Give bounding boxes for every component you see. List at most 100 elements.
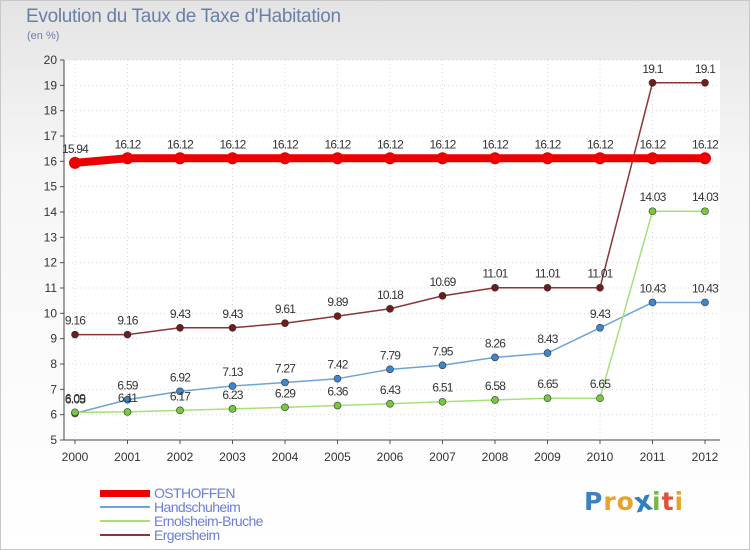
data-label: 16.12 bbox=[587, 137, 614, 151]
logo-letter: o bbox=[616, 487, 635, 516]
data-point bbox=[121, 152, 134, 165]
data-point bbox=[438, 397, 447, 406]
data-label: 6.29 bbox=[275, 386, 296, 400]
data-label: 10.43 bbox=[692, 281, 719, 295]
data-label: 8.43 bbox=[537, 332, 558, 346]
x-tick-label: 2001 bbox=[114, 450, 141, 464]
data-point bbox=[228, 405, 237, 413]
data-label: 9.43 bbox=[222, 307, 243, 321]
y-tick-label: 12 bbox=[44, 256, 58, 270]
data-label: 19.1 bbox=[695, 62, 716, 76]
legend-label: OSTHOFFEN bbox=[154, 485, 236, 501]
data-point bbox=[543, 283, 552, 292]
data-label: 15.94 bbox=[62, 142, 89, 156]
data-label: 9.43 bbox=[590, 307, 611, 321]
data-label: 16.12 bbox=[482, 137, 509, 151]
data-point bbox=[386, 399, 394, 408]
y-tick-label: 14 bbox=[44, 205, 58, 219]
data-label: 6.59 bbox=[117, 379, 138, 393]
x-tick-label: 2010 bbox=[587, 450, 614, 464]
y-tick-label: 16 bbox=[44, 154, 58, 168]
legend-item: Handschuheim bbox=[100, 500, 340, 514]
data-label: 14.03 bbox=[692, 190, 719, 204]
plot-area bbox=[64, 60, 720, 440]
data-point bbox=[176, 406, 184, 415]
logo-letter: i bbox=[652, 487, 662, 516]
data-label: 6.36 bbox=[327, 385, 348, 399]
legend-label: Ergersheim bbox=[154, 527, 220, 543]
data-point bbox=[491, 396, 499, 404]
chart-title: Evolution du Taux de Taxe d'Habitation bbox=[26, 6, 341, 27]
data-label: 10.18 bbox=[377, 288, 404, 302]
logo-letter: r bbox=[603, 487, 617, 516]
data-point bbox=[174, 152, 186, 165]
data-point bbox=[648, 207, 657, 216]
legend-swatch bbox=[100, 506, 150, 508]
data-label: 14.03 bbox=[639, 190, 666, 204]
x-tick-label: 2006 bbox=[377, 450, 404, 464]
x-tick-label: 2008 bbox=[482, 450, 509, 464]
data-label: 16.12 bbox=[219, 137, 246, 151]
x-tick-label: 2012 bbox=[692, 450, 719, 464]
data-label: 7.13 bbox=[222, 365, 243, 379]
legend-label: Ernolsheim-Bruche bbox=[154, 513, 263, 529]
data-label: 6.51 bbox=[432, 381, 453, 395]
data-point bbox=[281, 403, 289, 412]
legend-item: OSTHOFFEN bbox=[100, 486, 340, 500]
legend-swatch bbox=[100, 489, 150, 497]
data-label: 16.12 bbox=[114, 137, 141, 151]
data-point bbox=[333, 312, 342, 320]
logo-letter: t bbox=[661, 487, 675, 516]
data-point bbox=[596, 283, 604, 292]
data-point bbox=[228, 382, 237, 390]
logo-letter: P bbox=[584, 487, 604, 516]
data-label: 7.79 bbox=[380, 348, 401, 362]
data-point bbox=[384, 152, 396, 165]
y-tick-label: 8 bbox=[50, 357, 57, 371]
data-label: 9.43 bbox=[170, 307, 191, 321]
data-point bbox=[279, 152, 291, 165]
data-point bbox=[123, 395, 132, 404]
data-label: 7.42 bbox=[327, 358, 348, 372]
unit-label: (en %) bbox=[27, 30, 60, 42]
data-label: 16.12 bbox=[167, 137, 194, 151]
y-tick-label: 15 bbox=[44, 180, 58, 194]
data-label: 7.95 bbox=[432, 344, 453, 358]
data-label: 6.09 bbox=[65, 391, 86, 405]
data-point bbox=[176, 323, 184, 332]
data-point bbox=[701, 79, 709, 87]
data-point bbox=[281, 378, 289, 387]
data-label: 6.58 bbox=[485, 379, 506, 393]
data-point bbox=[699, 152, 711, 165]
data-label: 16.12 bbox=[692, 137, 719, 151]
data-point bbox=[386, 365, 394, 374]
data-label: 19.1 bbox=[642, 62, 663, 76]
data-label: 9.61 bbox=[275, 302, 296, 316]
data-label: 11.01 bbox=[482, 267, 508, 281]
data-label: 6.65 bbox=[537, 377, 558, 391]
data-point bbox=[491, 353, 499, 362]
x-tick-label: 2005 bbox=[324, 450, 351, 464]
data-point bbox=[281, 319, 289, 328]
legend-label: Handschuheim bbox=[154, 499, 241, 515]
y-tick-label: 18 bbox=[44, 104, 58, 118]
proxiti-logo: Proxiti bbox=[584, 484, 684, 519]
y-tick-label: 6 bbox=[50, 408, 57, 422]
data-point bbox=[701, 298, 709, 307]
data-label: 9.16 bbox=[117, 314, 138, 328]
data-label: 6.92 bbox=[170, 370, 191, 384]
data-label: 6.23 bbox=[222, 388, 243, 402]
x-tick-label: 2009 bbox=[534, 450, 561, 464]
x-tick-label: 2004 bbox=[272, 450, 299, 464]
data-point bbox=[596, 394, 604, 403]
data-point bbox=[438, 292, 447, 300]
y-tick-label: 17 bbox=[44, 129, 58, 143]
data-label: 16.12 bbox=[324, 137, 351, 151]
data-point bbox=[386, 304, 394, 313]
x-tick-label: 2002 bbox=[167, 450, 194, 464]
data-point bbox=[228, 323, 237, 332]
data-point bbox=[436, 152, 449, 165]
y-tick-label: 10 bbox=[44, 306, 58, 320]
data-point bbox=[71, 408, 79, 417]
data-point bbox=[596, 323, 604, 332]
